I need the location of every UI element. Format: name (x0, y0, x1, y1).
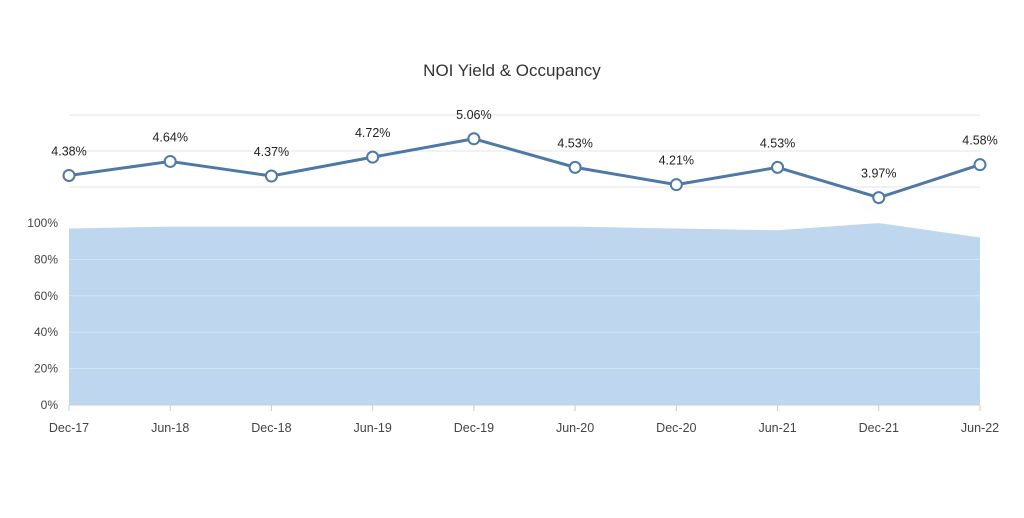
x-tick-label: Jun-18 (151, 421, 189, 435)
yield-line (68, 137, 981, 200)
x-tick-label: Dec-18 (251, 421, 291, 435)
x-tick-label: Jun-19 (354, 421, 392, 435)
yield-data-label: 4.58% (962, 134, 997, 148)
yield-data-label: 4.72% (355, 126, 390, 140)
yield-data-label: 5.06% (456, 108, 491, 122)
yield-point (568, 160, 582, 174)
yield-data-labels: 4.38% 4.64% 4.37% 4.72% 5.06% 4.53% 4.21% 4.53%… (51, 108, 997, 181)
yield-point (62, 168, 76, 182)
yield-point (872, 191, 886, 205)
occupancy-tick-label: 40% (34, 325, 58, 339)
occupancy-area-layer (69, 223, 980, 405)
yield-point (163, 154, 177, 168)
yield-point (771, 160, 785, 174)
yield-point (467, 132, 481, 146)
x-tick-label: Dec-21 (859, 421, 899, 435)
x-tick-label: Jun-22 (961, 421, 999, 435)
occupancy-tick-label: 0% (41, 398, 59, 412)
yield-data-label: 4.21% (659, 154, 694, 168)
yield-line-layer (62, 132, 987, 205)
x-tick-label: Dec-17 (49, 421, 89, 435)
x-tick-label: Jun-20 (556, 421, 594, 435)
x-tick-label: Dec-20 (656, 421, 696, 435)
yield-panel-gridlines (69, 114, 980, 188)
x-tick-label: Dec-19 (454, 421, 494, 435)
yield-data-label: 4.37% (254, 145, 289, 159)
yield-data-label: 4.53% (557, 136, 592, 150)
yield-data-label: 4.64% (152, 130, 187, 144)
x-tick-label: Jun-21 (758, 421, 796, 435)
yield-point (366, 150, 380, 164)
yield-point (669, 178, 683, 192)
yield-data-label: 4.38% (51, 144, 86, 158)
occupancy-tick-label: 20% (34, 362, 58, 376)
yield-data-label: 4.53% (760, 136, 795, 150)
occupancy-tick-label: 60% (34, 289, 58, 303)
yield-data-label: 3.97% (861, 167, 896, 181)
chart-title: NOI Yield & Occupancy (423, 61, 601, 80)
occupancy-area (69, 223, 980, 405)
x-axis: Dec-17 Jun-18 Dec-18 Jun-19 Dec-19 Jun-20 Dec-… (49, 404, 999, 435)
yield-point (264, 169, 278, 183)
yield-point (973, 158, 987, 172)
occupancy-tick-label: 80% (34, 252, 58, 266)
occupancy-tick-label: 100% (27, 216, 58, 230)
occupancy-y-axis: 0% 20% 40% 60% 80% 100% (27, 216, 58, 412)
